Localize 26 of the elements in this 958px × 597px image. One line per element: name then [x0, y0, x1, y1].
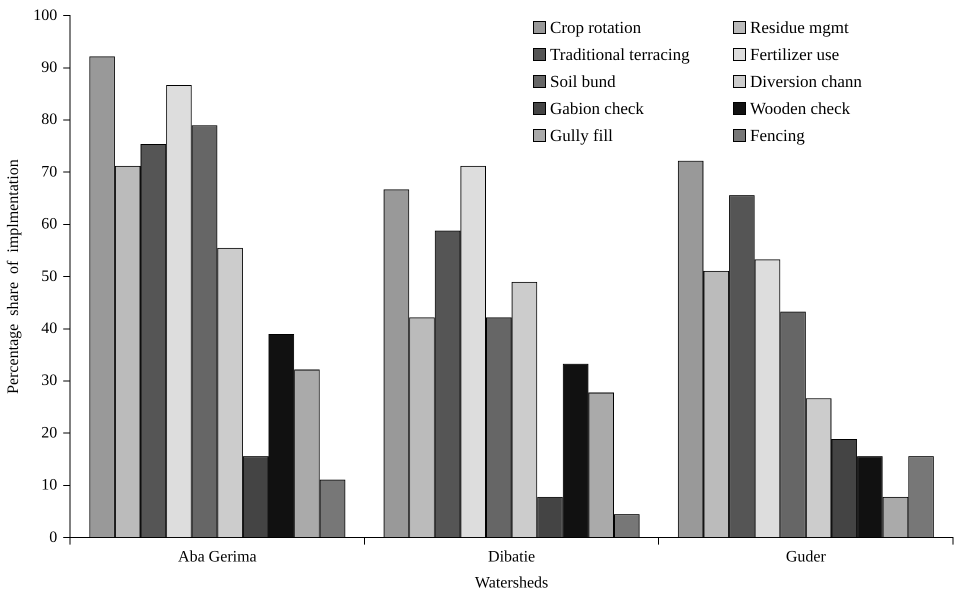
legend-label: Wooden check	[750, 98, 850, 119]
x-axis-title: Watersheds	[474, 574, 548, 592]
x-tick-label: Dibatie	[488, 548, 536, 566]
legend-label: Fertilizer use	[750, 44, 840, 65]
legend-label: Diversion chann	[750, 72, 862, 92]
y-tick-label: 90	[41, 59, 58, 76]
x-tick-label: Guder	[786, 548, 827, 566]
y-tick-label: 70	[41, 163, 58, 180]
y-tick-label: 10	[41, 476, 58, 494]
legend-label: Residue mgmt	[750, 18, 849, 38]
y-tick-label: 60	[41, 216, 58, 233]
y-tick-label: 50	[41, 268, 58, 285]
x-tick-label: Aba Gerima	[178, 548, 257, 566]
y-tick-label: 40	[41, 320, 58, 338]
legend-label: Gully fill	[550, 126, 613, 146]
y-tick-label: 80	[41, 111, 58, 128]
y-tick-label: 20	[41, 424, 58, 442]
legend-label: Crop rotation	[550, 18, 642, 38]
legend-label: Fencing	[750, 126, 805, 146]
y-tick-label: 30	[41, 372, 58, 390]
legend-label: Gabion check	[550, 98, 644, 119]
y-tick-label: 0	[49, 528, 58, 546]
y-axis-title: Percentage share of implmentation	[4, 159, 22, 394]
y-tick-label: 100	[33, 6, 58, 24]
legend-label: Soil bund	[550, 72, 616, 92]
legend-label: Traditional terracing	[550, 44, 690, 65]
